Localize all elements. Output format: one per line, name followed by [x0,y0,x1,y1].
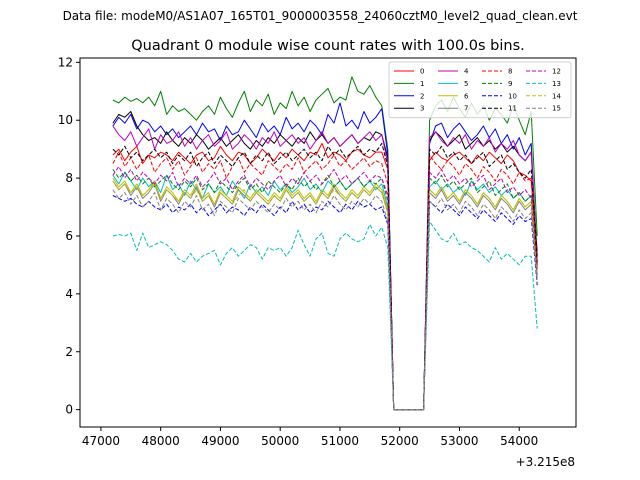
x-tick-label-1: 48000 [142,434,180,448]
y-tick-label-1: 2 [65,345,73,359]
y-tick-label-4: 8 [65,171,73,185]
legend-label-13: 13 [552,80,561,88]
legend-label-0: 0 [420,68,424,76]
legend-box [388,61,572,119]
legend-label-7: 7 [464,105,468,113]
x-tick-label-6: 53000 [440,434,478,448]
y-tick-label-2: 4 [65,287,73,301]
y-axis: 0 2 4 6 8 10 12 [58,55,80,417]
x-tick-label-5: 52000 [381,434,419,448]
plot-frame [79,57,577,428]
legend-label-9: 9 [508,80,512,88]
series-line-4 [112,125,538,411]
legend-label-12: 12 [552,68,561,76]
legend-label-4: 4 [464,68,469,76]
series-line-14 [112,180,538,411]
x-tick-label-3: 50000 [261,434,299,448]
series-line-2 [112,102,538,411]
x-axis: 47000 48000 49000 50000 51000 52000 53000 54000 [82,427,538,448]
y-tick-label-5: 10 [58,113,73,127]
series-line-3 [112,111,538,411]
series-line-6 [112,177,538,411]
legend-label-14: 14 [552,92,561,100]
series-line-10 [112,195,538,411]
legend-label-5: 5 [464,80,468,88]
x-tick-label-2: 49000 [201,434,239,448]
series-line-15 [112,189,538,411]
legend-label-15: 15 [552,105,561,113]
series-line-11 [112,142,538,411]
legend-label-8: 8 [508,68,512,76]
series-line-8 [112,151,538,411]
series-line-13 [112,221,538,411]
x-tick-label-4: 51000 [321,434,359,448]
chart-title: Quadrant 0 module wise count rates with … [131,38,525,54]
series-line-9 [112,169,538,411]
y-tick-label-3: 6 [65,229,73,243]
legend-label-2: 2 [420,92,424,100]
x-tick-label-7: 54000 [500,434,538,448]
legend-label-11: 11 [508,105,517,113]
y-tick-label-0: 0 [65,403,73,417]
legend-label-10: 10 [508,92,517,100]
plot-series [112,76,538,411]
y-tick-label-6: 12 [58,55,73,69]
legend-label-1: 1 [420,80,424,88]
figure-suptitle: Data file: modeM0/AS1A07_165T01_90000035… [63,9,578,23]
series-line-0 [112,142,538,411]
x-tick-label-0: 47000 [82,434,120,448]
legend-label-6: 6 [464,92,469,100]
x-offset-label: +3.215e8 [516,455,575,469]
series-line-12 [112,166,538,411]
legend-label-3: 3 [420,105,424,113]
